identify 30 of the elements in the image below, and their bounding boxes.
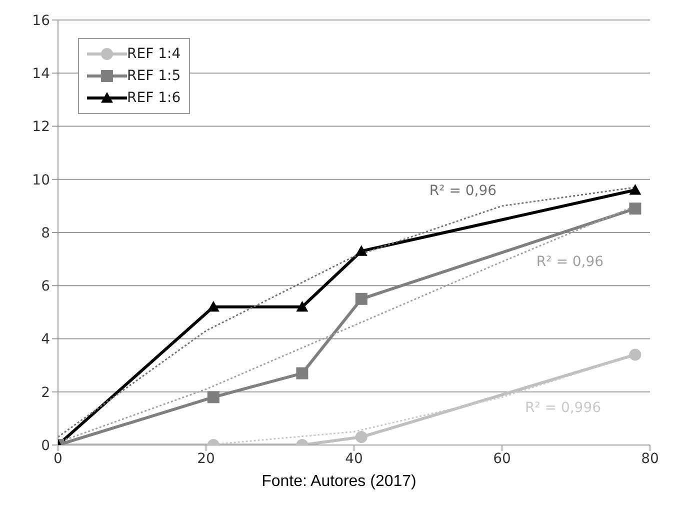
point (207, 391, 220, 404)
legend-label: REF 1:4 (127, 46, 181, 62)
legend-label: REF 1:5 (127, 68, 181, 84)
y-tick-label: 12 (32, 119, 50, 136)
y-tick-label: 6 (41, 278, 50, 295)
point (207, 300, 220, 312)
legend-label: REF 1:6 (127, 90, 181, 106)
point (296, 367, 308, 380)
x-tick-label: 80 (641, 450, 659, 467)
y-tick-label: 0 (41, 438, 50, 454)
annotation: R² = 0,96 (429, 183, 497, 199)
point (629, 348, 642, 361)
y-tick-label: 8 (41, 225, 50, 242)
annotation: R² = 0,96 (536, 254, 604, 270)
x-tick-label: 60 (493, 450, 511, 467)
point (296, 300, 308, 312)
y-tick-label: 4 (41, 332, 50, 348)
y-tick-label: 2 (41, 384, 50, 401)
point (355, 431, 368, 444)
point (355, 245, 368, 256)
x-tick-label: 20 (197, 450, 215, 467)
y-tick-label: 14 (32, 66, 50, 82)
point (355, 292, 368, 305)
y-tick-label: 16 (32, 12, 50, 29)
point (629, 202, 642, 215)
source-note: Fonte: Autores (2017) (260, 473, 418, 491)
x-tick-label: 0 (54, 450, 62, 467)
y-tick-label: 10 (32, 172, 50, 188)
x-tick-label: 40 (345, 450, 363, 467)
point (629, 184, 642, 195)
